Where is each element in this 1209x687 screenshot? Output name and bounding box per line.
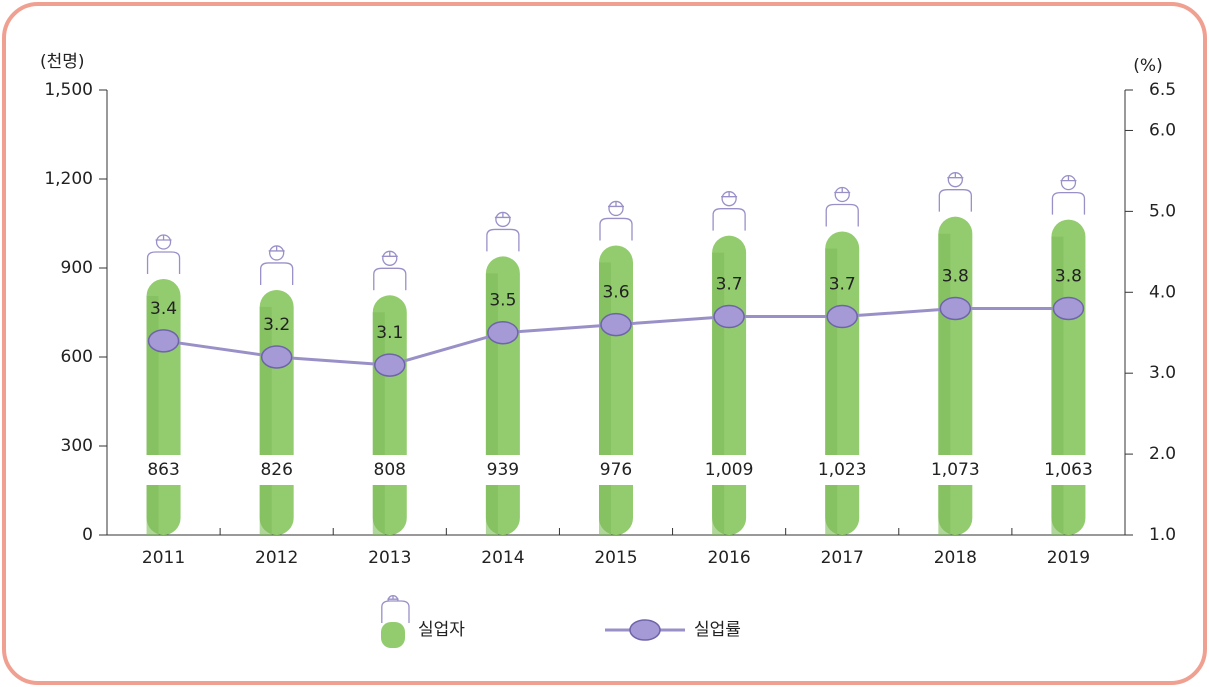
y2-tick-label: 1.0 (1149, 525, 1176, 545)
bar-value-label: 939 (487, 460, 519, 480)
y2-tick-label: 3.0 (1149, 363, 1176, 383)
bar-value-label: 1,009 (705, 460, 754, 480)
line-value-label: 3.8 (1055, 266, 1082, 286)
line-marker (714, 306, 744, 328)
line-value-label: 3.2 (263, 315, 290, 335)
bar-shade (712, 253, 724, 535)
y-tick-label: 300 (61, 436, 93, 456)
line-value-label: 3.1 (376, 323, 403, 343)
bar-value-label: 1,023 (818, 460, 867, 480)
bar-value-label: 863 (147, 460, 179, 480)
x-tick-label: 2015 (594, 548, 637, 568)
y-tick-label: 900 (61, 258, 93, 278)
x-tick-label: 2018 (934, 548, 977, 568)
x-tick-label: 2014 (481, 548, 524, 568)
line-marker (940, 297, 970, 319)
chart: (천명) (%) 0 300 600 900 1,200 1,500 1.0 2.0 3.0 4.… (0, 0, 1209, 687)
line-value-label: 3.6 (602, 283, 629, 303)
y-tick-label: 1,500 (44, 80, 93, 100)
x-tick-label: 2019 (1047, 548, 1090, 568)
line-value-label: 3.7 (829, 275, 856, 295)
line-value-label: 3.4 (150, 299, 177, 319)
line-marker (1053, 297, 1083, 319)
y2-tick-label: 2.0 (1149, 444, 1176, 464)
y-tick-label: 0 (82, 525, 93, 545)
line-marker (827, 306, 857, 328)
bar-value-label: 808 (374, 460, 406, 480)
y2-tick-label: 6.5 (1149, 80, 1176, 100)
y-tick-label: 1,200 (44, 169, 93, 189)
line-marker (262, 346, 292, 368)
line-value-label: 3.5 (489, 291, 516, 311)
line-marker (601, 314, 631, 336)
bar-value-label: 1,073 (931, 460, 980, 480)
x-tick-label: 2016 (707, 548, 750, 568)
legend-swatch (381, 622, 405, 648)
legend-label: 실업자 (418, 620, 465, 640)
bar-shade (486, 273, 498, 535)
x-tick-label: 2017 (821, 548, 864, 568)
legend-label: 실업률 (694, 620, 741, 640)
y2-tick-label: 4.0 (1149, 282, 1176, 302)
legend-marker (630, 620, 660, 640)
bar-shade (599, 262, 611, 535)
bar-shade (260, 307, 272, 535)
bar-shade (373, 312, 385, 535)
bar-value-label: 1,063 (1044, 460, 1093, 480)
y2-axis-label: (%) (1133, 56, 1162, 76)
y2-tick-label: 6.0 (1149, 120, 1176, 140)
y-tick-label: 600 (61, 347, 93, 367)
line-marker (375, 354, 405, 376)
y-axis-label: (천명) (40, 52, 85, 72)
x-tick-label: 2013 (368, 548, 411, 568)
line-marker (488, 322, 518, 344)
bar-value-label: 976 (600, 460, 632, 480)
bar-value-label: 826 (260, 460, 292, 480)
x-tick-label: 2012 (255, 548, 298, 568)
line-marker (149, 330, 179, 352)
line-value-label: 3.7 (716, 275, 743, 295)
y2-tick-label: 5.0 (1149, 201, 1176, 221)
x-tick-label: 2011 (142, 548, 185, 568)
line-value-label: 3.8 (942, 266, 969, 286)
